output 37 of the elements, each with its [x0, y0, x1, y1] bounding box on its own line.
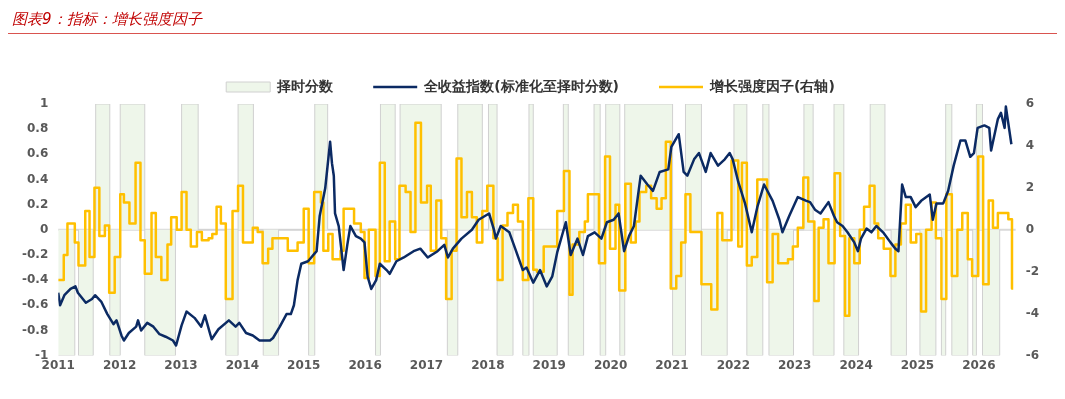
y2-tick-label: -6 [1025, 347, 1040, 362]
x-tick-label: 2023 [778, 357, 812, 372]
y2-tick-label: -4 [1025, 305, 1040, 320]
x-tick-label: 2019 [532, 357, 566, 372]
x-tick-label: 2014 [225, 357, 260, 372]
x-tick-label: 2018 [471, 357, 505, 372]
y-tick-label: -0.8 [21, 322, 49, 337]
y-tick-label: 0.2 [26, 196, 49, 211]
legend-label: 全收益指数(标准化至择时分数) [423, 77, 619, 94]
y-tick-label: 0.4 [26, 171, 49, 186]
x-tick-label: 2021 [655, 357, 689, 372]
x-tick-label: 2024 [839, 357, 873, 372]
x-tick-label: 2022 [716, 357, 751, 372]
y2-tick-label: 0 [1025, 221, 1035, 236]
legend-label: 择时分数 [276, 77, 335, 94]
y-tick-label: -0.4 [21, 272, 49, 287]
x-tick-label: 2015 [287, 357, 321, 372]
x-tick-label: 2012 [102, 357, 137, 372]
x-tick-label: 2011 [41, 357, 75, 372]
chart-title: 图表9：指标：增长强度因子 [8, 8, 1057, 34]
x-tick-label: 2016 [348, 357, 382, 372]
y-tick-label: 1 [39, 96, 49, 111]
y-tick-label: -0.6 [21, 297, 49, 312]
x-tick-label: 2026 [962, 357, 996, 372]
legend-label: 增长强度因子(右轴) [709, 77, 835, 94]
y2-tick-label: 6 [1025, 96, 1035, 111]
x-tick-label: 2017 [409, 357, 444, 372]
y2-tick-label: 2 [1025, 179, 1035, 194]
y2-tick-label: -2 [1025, 263, 1040, 278]
y2-tick-label: 4 [1025, 138, 1035, 153]
x-tick-label: 2013 [164, 357, 198, 372]
x-tick-label: 2020 [593, 357, 628, 372]
y-tick-label: 0 [39, 221, 49, 236]
y-tick-label: 0.8 [26, 121, 49, 136]
x-tick-label: 2025 [900, 357, 935, 372]
y-tick-label: 0.6 [26, 146, 49, 161]
y-tick-label: -0.2 [21, 247, 49, 262]
